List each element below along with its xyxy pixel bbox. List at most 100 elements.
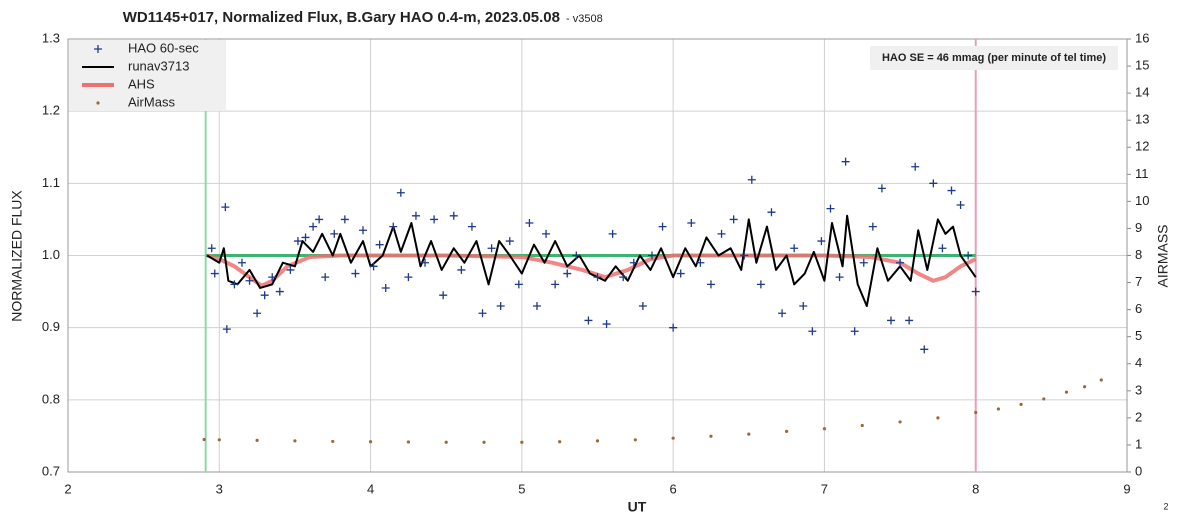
series-line bbox=[206, 253, 977, 288]
data-point bbox=[584, 316, 593, 325]
data-point bbox=[1099, 378, 1103, 382]
data-point bbox=[315, 215, 324, 224]
x-tick-label: 7 bbox=[821, 481, 828, 496]
data-point bbox=[929, 179, 938, 188]
y-tick-label: 1.0 bbox=[42, 247, 60, 262]
y2-tick-label: 14 bbox=[1135, 85, 1149, 100]
x-tick-label: 3 bbox=[216, 481, 223, 496]
data-point bbox=[457, 265, 466, 274]
data-point bbox=[406, 440, 410, 444]
data-point bbox=[202, 437, 206, 442]
data-point bbox=[799, 302, 808, 311]
y-tick-label: 0.8 bbox=[42, 391, 60, 406]
data-point bbox=[971, 287, 980, 296]
y-tick-label: 0.9 bbox=[42, 319, 60, 334]
data-point bbox=[778, 309, 787, 318]
data-point bbox=[706, 280, 715, 289]
data-point bbox=[532, 302, 541, 311]
x-tick-label: 9 bbox=[1123, 481, 1130, 496]
data-point bbox=[222, 325, 231, 334]
chart-subtitle: - v3508 bbox=[566, 13, 603, 25]
data-point bbox=[351, 269, 360, 278]
data-point bbox=[340, 215, 349, 224]
data-point bbox=[301, 233, 310, 242]
data-point bbox=[253, 309, 262, 318]
data-point bbox=[381, 283, 390, 292]
y-tick-label: 1.1 bbox=[42, 175, 60, 190]
annotation: HAO SE = 46 mmag (per minute of tel time… bbox=[882, 52, 1106, 64]
y2-tick-label: 2 bbox=[1135, 409, 1142, 424]
data-point bbox=[747, 175, 756, 184]
data-point bbox=[898, 420, 902, 424]
x-tick-label: 2 bbox=[64, 481, 71, 496]
y2-tick-label: 16 bbox=[1135, 30, 1149, 45]
data-point bbox=[572, 251, 581, 260]
data-point bbox=[911, 162, 920, 171]
data-point bbox=[558, 440, 562, 444]
data-point bbox=[375, 240, 384, 249]
data-point bbox=[647, 251, 656, 260]
data-point bbox=[785, 429, 789, 434]
annotation-box bbox=[870, 46, 1118, 70]
data-point bbox=[389, 222, 398, 231]
data-point bbox=[359, 226, 368, 235]
data-point bbox=[487, 244, 496, 253]
y2-axis-label: AIRMASS bbox=[1155, 224, 1171, 287]
data-point bbox=[808, 327, 817, 336]
data-point bbox=[230, 280, 239, 289]
data-point bbox=[669, 323, 678, 332]
data-point bbox=[638, 302, 647, 311]
y2-tick-label: 13 bbox=[1135, 112, 1149, 127]
data-point bbox=[756, 280, 765, 289]
y2-tick-label: 9 bbox=[1135, 220, 1142, 235]
data-point bbox=[859, 258, 868, 267]
y-tick-label: 1.2 bbox=[42, 103, 60, 118]
legend-icon bbox=[94, 45, 102, 53]
data-point bbox=[496, 302, 505, 311]
data-point bbox=[886, 316, 895, 325]
data-point bbox=[841, 157, 850, 166]
data-point bbox=[217, 438, 221, 442]
data-point bbox=[696, 258, 705, 267]
x-tick-label: 5 bbox=[518, 481, 525, 496]
data-point bbox=[309, 222, 318, 231]
data-point bbox=[330, 229, 339, 238]
data-point bbox=[938, 244, 947, 253]
data-point bbox=[964, 251, 973, 260]
y2-tick-label: 4 bbox=[1135, 355, 1142, 370]
data-point bbox=[826, 204, 835, 213]
x-tick-label: 4 bbox=[367, 481, 374, 496]
legend-icon bbox=[96, 101, 100, 105]
data-point bbox=[331, 439, 335, 444]
data-point bbox=[817, 237, 826, 246]
data-point bbox=[676, 269, 685, 278]
y2-tick-label: 15 bbox=[1135, 58, 1149, 73]
chart-title: WD1145+017, Normalized Flux, B.Gary HAO … bbox=[123, 9, 560, 26]
data-point bbox=[210, 269, 219, 278]
y-axis-label: NORMALIZED FLUX bbox=[9, 190, 25, 322]
data-point bbox=[658, 222, 667, 231]
y-tick-label: 0.7 bbox=[42, 463, 60, 478]
legend-label: HAO 60-sec bbox=[128, 40, 199, 55]
y2-tick-label: 5 bbox=[1135, 328, 1142, 343]
data-point bbox=[404, 273, 413, 282]
data-point bbox=[520, 440, 524, 444]
data-point bbox=[467, 222, 476, 231]
y2-tick-label: 1 bbox=[1135, 436, 1142, 451]
data-point bbox=[996, 407, 1001, 411]
data-point bbox=[868, 222, 877, 231]
series-line bbox=[206, 214, 977, 308]
data-point bbox=[687, 219, 696, 228]
data-point bbox=[505, 237, 514, 246]
data-point bbox=[593, 273, 602, 282]
data-point bbox=[947, 186, 956, 195]
data-point bbox=[421, 258, 430, 267]
data-point bbox=[956, 200, 965, 209]
data-point bbox=[936, 416, 940, 420]
y2-tick-label: 6 bbox=[1135, 301, 1142, 316]
data-point bbox=[551, 280, 560, 289]
data-point bbox=[729, 215, 738, 224]
y2-tick-label: 10 bbox=[1135, 193, 1149, 208]
data-point bbox=[542, 229, 551, 238]
data-point bbox=[514, 280, 523, 289]
